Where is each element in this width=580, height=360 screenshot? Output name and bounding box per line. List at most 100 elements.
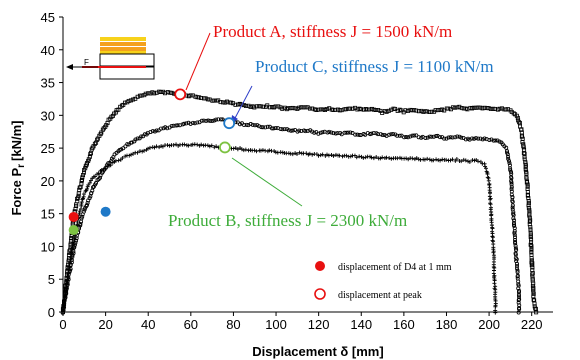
data-point (516, 298, 521, 303)
data-point (152, 91, 157, 96)
data-point (476, 105, 481, 110)
data-point (530, 283, 535, 288)
data-point (482, 136, 487, 141)
data-point (515, 270, 520, 275)
data-point (175, 123, 180, 128)
data-point (369, 155, 374, 160)
data-point (354, 155, 359, 160)
data-point (348, 106, 353, 111)
data-point (461, 106, 466, 111)
data-point (416, 157, 421, 162)
data-point (374, 155, 379, 160)
data-point (528, 235, 533, 240)
data-point (64, 281, 69, 286)
data-point (437, 135, 442, 140)
pull-force-label: F (84, 58, 89, 67)
data-point (357, 132, 362, 137)
y-tick-label: 15 (41, 207, 55, 222)
data-point (159, 126, 164, 131)
data-point (79, 177, 84, 182)
data-point (526, 201, 531, 206)
data-point (493, 138, 498, 143)
data-point (455, 105, 460, 110)
legend-marker-d4 (315, 261, 325, 271)
data-point (154, 128, 159, 133)
data-point (275, 150, 280, 155)
peak-marker (219, 141, 231, 154)
data-point (510, 207, 515, 212)
data-point (512, 223, 517, 228)
data-point (106, 164, 111, 169)
data-point (490, 235, 495, 240)
schematic-box-lower (99, 66, 155, 80)
data-point (515, 115, 520, 120)
data-point (452, 105, 457, 110)
data-point (301, 105, 306, 110)
data-point (254, 104, 259, 109)
data-point (508, 168, 513, 173)
data-point (261, 104, 266, 109)
data-point (222, 100, 227, 105)
y-ticks: 0 5 10 15 20 25 30 35 40 45 (41, 10, 63, 320)
data-point (214, 117, 219, 122)
data-point (142, 132, 147, 137)
marker-layer (68, 88, 236, 236)
data-point (406, 135, 411, 140)
data-point (524, 180, 529, 185)
data-point (143, 91, 148, 96)
data-point (520, 140, 525, 145)
x-tick-label: 100 (265, 317, 287, 332)
data-point (293, 151, 298, 156)
data-point (389, 156, 394, 161)
data-point (305, 128, 310, 133)
data-point (448, 158, 453, 163)
data-point (353, 132, 358, 137)
plot-layer (60, 89, 539, 315)
data-point (346, 130, 351, 135)
data-point (509, 176, 514, 181)
data-point (293, 106, 298, 111)
data-point (406, 157, 411, 162)
data-point (513, 243, 518, 248)
data-point (331, 153, 336, 158)
data-point (384, 155, 389, 160)
data-point (433, 108, 438, 113)
data-point (389, 132, 394, 137)
data-point (139, 93, 144, 98)
data-point (516, 286, 521, 291)
data-point (410, 156, 415, 161)
data-point (140, 149, 145, 154)
data-point (515, 274, 520, 279)
data-point (466, 159, 471, 164)
data-point (509, 180, 514, 185)
data-point (493, 310, 498, 315)
data-point (250, 122, 255, 127)
annotation-product-a: Product A, stiffness J = 1500 kN/m (185, 22, 452, 91)
data-point (139, 134, 144, 139)
data-point (509, 185, 514, 190)
data-point (235, 147, 240, 152)
data-point (472, 136, 477, 141)
data-point (108, 163, 113, 168)
data-point (243, 147, 248, 152)
data-point (513, 240, 518, 245)
data-point (440, 107, 445, 112)
schematic-layer-yellow (100, 51, 146, 54)
data-point (263, 148, 268, 153)
data-point (523, 165, 528, 170)
data-point (359, 154, 364, 159)
schematic-layer-orange-2 (100, 47, 146, 51)
data-point (98, 173, 103, 178)
data-point (307, 151, 312, 156)
data-point (491, 247, 496, 252)
data-point (531, 287, 536, 292)
data-point (513, 246, 518, 251)
data-point (395, 133, 400, 138)
data-point (482, 105, 487, 110)
data-point (527, 215, 532, 220)
data-point (405, 108, 410, 113)
y-tick-label: 30 (41, 108, 55, 123)
d4-marker (68, 225, 79, 236)
data-point (373, 107, 378, 112)
data-point (378, 132, 383, 137)
